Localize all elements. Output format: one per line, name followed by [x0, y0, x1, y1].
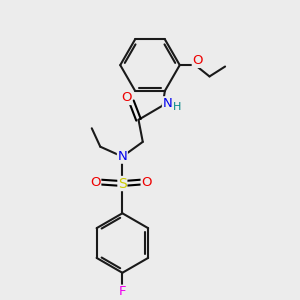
Text: O: O	[192, 54, 203, 68]
Text: H: H	[172, 102, 181, 112]
Text: F: F	[118, 285, 126, 298]
Text: O: O	[121, 92, 132, 104]
Text: N: N	[118, 150, 127, 163]
Text: N: N	[163, 97, 172, 110]
Text: S: S	[118, 176, 127, 190]
Text: O: O	[141, 176, 152, 189]
Text: O: O	[90, 176, 101, 189]
